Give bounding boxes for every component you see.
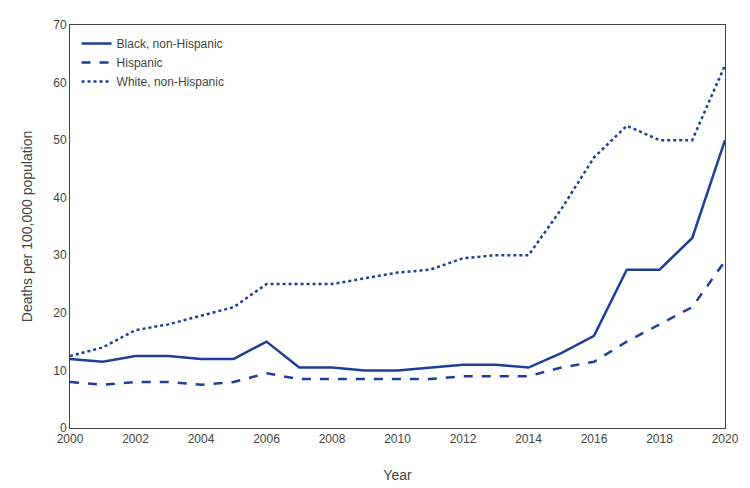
- svg-text:60: 60: [53, 76, 67, 90]
- svg-text:30: 30: [53, 248, 67, 262]
- svg-text:2008: 2008: [319, 432, 346, 446]
- svg-text:2000: 2000: [57, 432, 84, 446]
- svg-text:White, non-Hispanic: White, non-Hispanic: [117, 75, 224, 89]
- svg-text:70: 70: [53, 18, 67, 32]
- svg-text:20: 20: [53, 306, 67, 320]
- svg-text:Black, non-Hispanic: Black, non-Hispanic: [117, 37, 223, 51]
- svg-text:0: 0: [60, 421, 67, 435]
- svg-text:2002: 2002: [122, 432, 149, 446]
- svg-text:2004: 2004: [188, 432, 215, 446]
- svg-text:2010: 2010: [384, 432, 411, 446]
- svg-text:2012: 2012: [450, 432, 477, 446]
- svg-text:2018: 2018: [646, 432, 673, 446]
- svg-text:Hispanic: Hispanic: [117, 56, 163, 70]
- svg-text:2014: 2014: [515, 432, 542, 446]
- svg-text:2020: 2020: [712, 432, 739, 446]
- svg-text:Deaths per 100,000 population: Deaths per 100,000 population: [19, 131, 35, 322]
- svg-text:50: 50: [53, 133, 67, 147]
- svg-text:2016: 2016: [581, 432, 608, 446]
- svg-text:40: 40: [53, 191, 67, 205]
- svg-text:10: 10: [53, 364, 67, 378]
- svg-text:Year: Year: [383, 467, 412, 483]
- svg-text:2006: 2006: [253, 432, 280, 446]
